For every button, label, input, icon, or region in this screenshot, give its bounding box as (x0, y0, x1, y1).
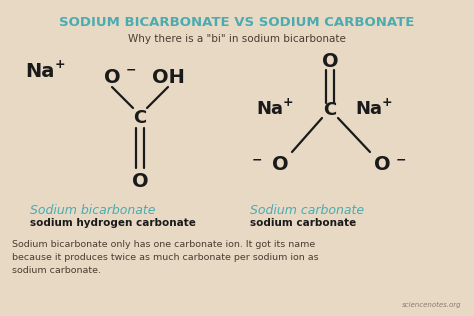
Text: Na: Na (355, 100, 382, 118)
Text: −: − (252, 153, 262, 166)
Text: Na: Na (256, 100, 283, 118)
Text: sodium hydrogen carbonate: sodium hydrogen carbonate (30, 218, 196, 228)
Text: C: C (133, 109, 146, 127)
Text: O: O (374, 155, 390, 174)
Text: O: O (322, 52, 338, 71)
Text: SODIUM BICARBONATE VS SODIUM CARBONATE: SODIUM BICARBONATE VS SODIUM CARBONATE (59, 16, 415, 29)
Text: −: − (396, 153, 407, 166)
Text: Na: Na (25, 62, 55, 81)
Text: Sodium bicarbonate: Sodium bicarbonate (30, 204, 155, 217)
Text: +: + (55, 58, 65, 71)
Text: Sodium bicarbonate only has one carbonate ion. It got its name
because it produc: Sodium bicarbonate only has one carbonat… (12, 240, 319, 276)
Text: Sodium carbonate: Sodium carbonate (250, 204, 364, 217)
Text: sodium carbonate: sodium carbonate (250, 218, 356, 228)
Text: +: + (283, 96, 293, 109)
Text: O: O (104, 68, 120, 87)
Text: sciencenotes.org: sciencenotes.org (402, 302, 462, 308)
Text: Why there is a "bi" in sodium bicarbonate: Why there is a "bi" in sodium bicarbonat… (128, 34, 346, 44)
Text: O: O (132, 172, 148, 191)
Text: OH: OH (152, 68, 184, 87)
Text: C: C (323, 101, 337, 119)
Text: −: − (126, 64, 137, 77)
Text: O: O (272, 155, 288, 174)
Text: +: + (382, 96, 392, 109)
